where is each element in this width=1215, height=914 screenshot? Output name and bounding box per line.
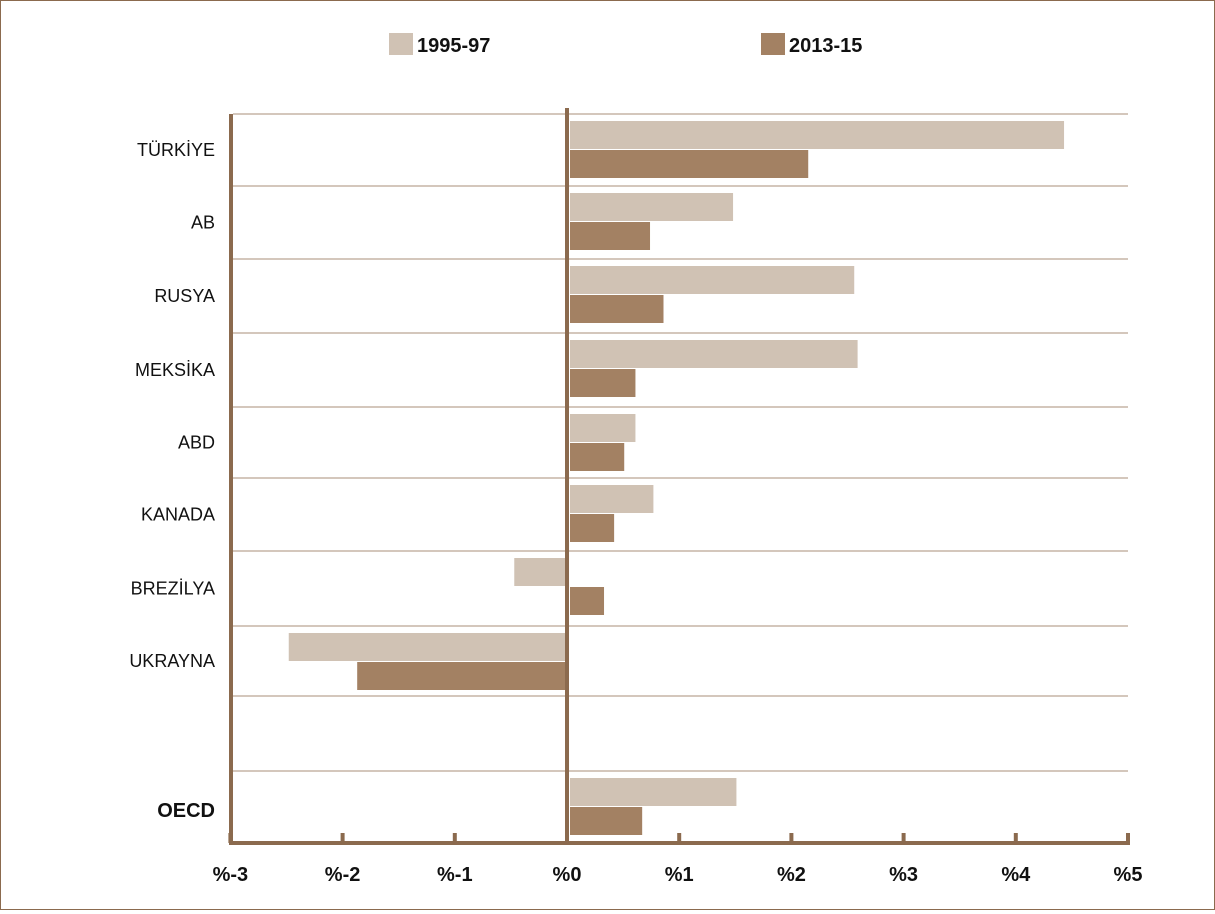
category-label-rusya: RUSYA	[154, 286, 215, 306]
category-label-abd: ABD	[178, 433, 215, 453]
bar-abd-2013-15	[570, 443, 625, 471]
x-tick-label: %0	[553, 864, 582, 886]
legend-label-2013-15: 2013-15	[789, 35, 862, 57]
category-label-ab: AB	[191, 213, 215, 233]
bar-kanada-2013-15	[570, 514, 615, 542]
bar-kanada-1995-97	[570, 485, 654, 513]
x-tick-label: %-1	[437, 864, 473, 886]
x-tick-label: %-2	[325, 864, 361, 886]
bar-rusya-1995-97	[570, 266, 855, 294]
category-label-ukrayna: UKRAYNA	[129, 651, 215, 671]
category-label-oecd: OECD	[157, 800, 215, 822]
bar-ab-1995-97	[570, 193, 734, 221]
x-tick-label: %2	[777, 864, 806, 886]
bar-oecd-1995-97	[570, 778, 737, 806]
bar-oecd-2013-15	[570, 807, 643, 835]
grid-lines	[233, 113, 1128, 772]
bar-tu-rki-ye-2013-15	[570, 150, 809, 178]
x-tick-label: %3	[889, 864, 918, 886]
bar-ukrayna-1995-97	[288, 633, 565, 661]
x-tick-label: %5	[1114, 864, 1143, 886]
bar-ukrayna-2013-15	[357, 662, 567, 690]
bars	[288, 121, 1065, 835]
x-tick-label: %1	[665, 864, 694, 886]
category-label-meksi-ka: MEKSİKA	[135, 360, 215, 380]
bar-tu-rki-ye-1995-97	[570, 121, 1065, 149]
bar-meksi-ka-1995-97	[570, 340, 858, 368]
bar-rusya-2013-15	[570, 295, 664, 323]
bar-abd-1995-97	[570, 414, 636, 442]
axes	[228, 108, 1130, 845]
bar-meksi-ka-2013-15	[570, 369, 636, 397]
legend-swatch-2013-15	[761, 33, 785, 55]
x-tick-label: %-3	[213, 864, 249, 886]
legend-swatch-1995-97	[389, 33, 413, 55]
category-label-kanada: KANADA	[141, 505, 215, 525]
bar-brezi-lya-2013-15	[570, 587, 605, 615]
legend-label-1995-97: 1995-97	[417, 35, 490, 57]
category-label-brezi-lya: BREZİLYA	[131, 579, 215, 599]
x-tick-label: %4	[1001, 864, 1031, 886]
category-labels: TÜRKİYE AB RUSYA MEKSİKA ABD KANADA BREZİLYA UK…	[129, 140, 215, 822]
bar-ab-2013-15	[570, 222, 651, 250]
x-tick-labels: %-3 %-2 %-1 %0 %1 %2 %3 %4 %5	[213, 864, 1143, 886]
bar-brezi-lya-1995-97	[514, 558, 565, 586]
legend: 1995-97 2013-15	[389, 33, 862, 57]
category-label-tu-rki-ye: TÜRKİYE	[137, 140, 215, 160]
